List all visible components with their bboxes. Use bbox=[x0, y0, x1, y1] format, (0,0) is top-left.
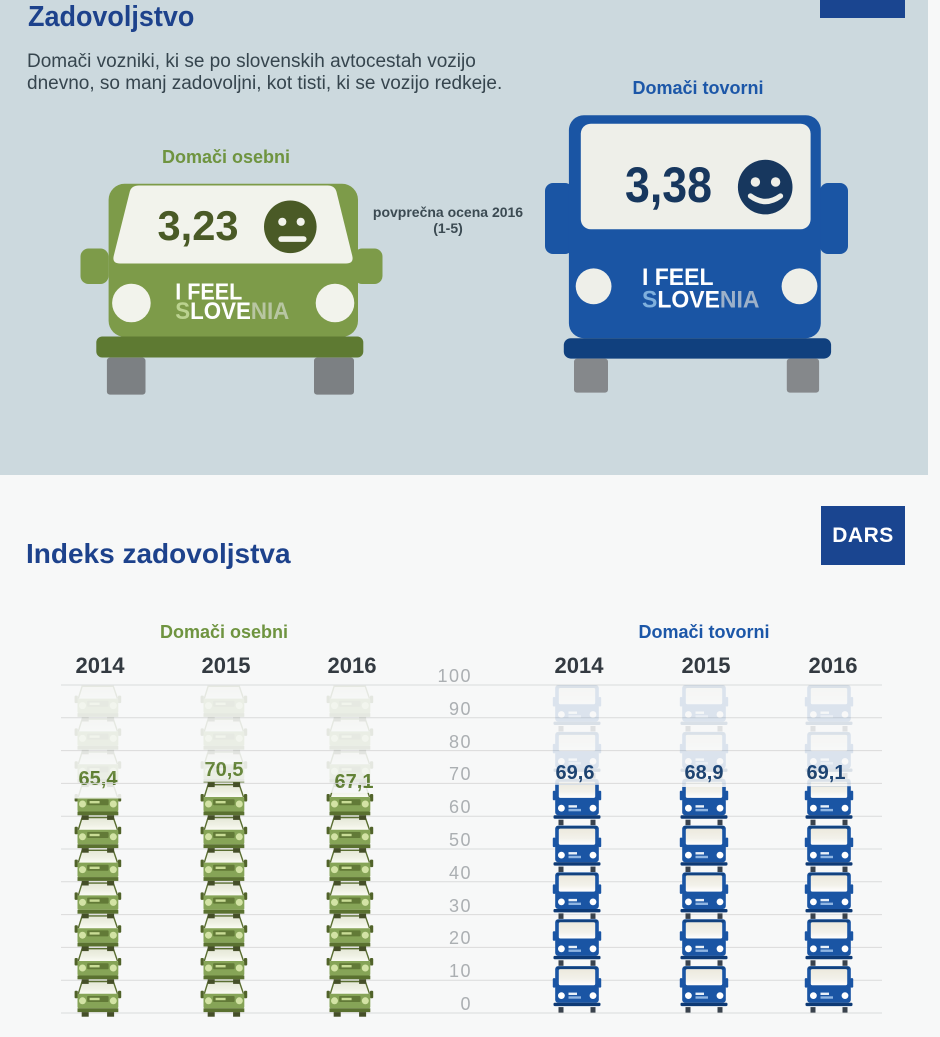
svg-text:SLOVENIA: SLOVENIA bbox=[642, 286, 760, 313]
svg-text:I FEEL: I FEEL bbox=[642, 264, 714, 291]
svg-text:3,38: 3,38 bbox=[625, 157, 712, 213]
svg-text:SLOVENIA: SLOVENIA bbox=[175, 298, 289, 325]
svg-text:3,23: 3,23 bbox=[158, 202, 239, 249]
svg-text:I FEEL: I FEEL bbox=[175, 279, 242, 305]
